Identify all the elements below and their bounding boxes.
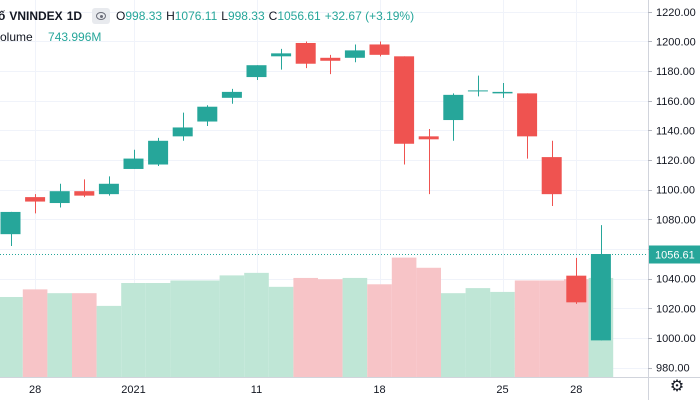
candle-body [394, 56, 415, 144]
close-label: C [268, 9, 278, 23]
y-tick-label: 1160.00 [656, 96, 695, 108]
volume-value: 743.996M [48, 30, 102, 44]
x-tick-label: 28 [570, 384, 582, 396]
candle-body [418, 136, 439, 140]
y-tick-label: 1100.00 [656, 185, 695, 197]
change-value: +32.67 (+3.19%) [324, 9, 415, 23]
y-tick-label: 1200.00 [656, 36, 696, 48]
y-tick-label: 1080.00 [656, 214, 696, 226]
volume-bar [121, 283, 146, 377]
candle-body [246, 65, 267, 78]
x-tick-label: 28 [29, 384, 41, 396]
x-tick-label: 2021 [121, 384, 145, 396]
volume-bar [367, 284, 392, 377]
candle-body [123, 158, 144, 169]
close-value: 1056.61 [277, 9, 321, 23]
volume-bar [219, 275, 245, 377]
volume-label: olume [0, 30, 33, 44]
volume-bar [22, 289, 48, 377]
volume-bar [72, 293, 97, 377]
volume-bar [96, 305, 122, 377]
candle-body [369, 44, 390, 55]
x-tick-label: 18 [373, 384, 385, 396]
last-price-label: 1056.61 [655, 250, 695, 262]
y-tick-label: 980.00 [656, 363, 690, 375]
candle-body [517, 93, 538, 137]
candle-body [467, 90, 488, 92]
candle-body [492, 91, 513, 94]
candle-body [49, 191, 70, 204]
candle-body [541, 157, 562, 195]
low-value: 998.33 [227, 9, 265, 23]
symbol-name[interactable]: VNINDEX [9, 9, 63, 23]
candle-body [271, 53, 292, 57]
volume-bar [293, 277, 318, 377]
y-tick-label: 1220.00 [656, 7, 696, 19]
volume-bar [391, 257, 417, 377]
open-value: 998.33 [125, 9, 163, 23]
symbol-prefix: ố [0, 9, 6, 23]
volume-bar [490, 291, 515, 377]
y-tick-label: 1120.00 [656, 155, 695, 167]
volume-bar [539, 280, 564, 377]
y-tick-label: 1180.00 [656, 66, 695, 78]
high-value: 1076.11 [174, 9, 218, 23]
chart-legend: ố VNINDEX 1D O 998.33 H 1076.11 L 998.33… [0, 6, 418, 26]
x-tick-label: 25 [496, 384, 508, 396]
volume-bar [145, 283, 171, 377]
candle-body [344, 50, 365, 58]
volume-legend: olume 743.996M [0, 30, 101, 44]
volume-bar [416, 267, 441, 377]
x-tick-label: 11 [251, 384, 262, 396]
y-tick-label: 1000.00 [656, 333, 696, 345]
volume-bar [170, 280, 195, 377]
volume-bar [195, 280, 220, 377]
candle-body [295, 42, 316, 64]
volume-bar [47, 293, 72, 377]
open-label: O [116, 9, 126, 23]
volume-bar [441, 293, 466, 377]
candle-body [590, 254, 611, 341]
candle-body [148, 140, 169, 165]
volume-bar [514, 280, 540, 377]
settings-gear-icon[interactable]: ⚙ [669, 378, 685, 395]
candle-body [0, 211, 21, 235]
volume-bars [0, 257, 614, 377]
candle-body [443, 94, 464, 121]
candle-body [197, 106, 218, 122]
volume-bar [0, 296, 23, 377]
candle-body [98, 183, 119, 195]
high-label: H [166, 9, 175, 23]
volume-bar [268, 286, 294, 377]
volume-bar [318, 279, 343, 377]
candle-body [172, 127, 193, 137]
candle-body [221, 91, 242, 98]
candle-body [566, 275, 587, 303]
candle-body [320, 57, 341, 61]
y-tick-label: 1040.00 [656, 274, 696, 286]
volume-bar [244, 272, 269, 377]
volume-bar [342, 277, 368, 377]
eye-icon[interactable] [92, 8, 111, 24]
candle-body [74, 191, 95, 196]
y-tick-label: 1140.00 [656, 125, 695, 137]
low-label: L [221, 9, 228, 23]
last-price-tag [649, 245, 700, 264]
price-candles [0, 41, 611, 341]
volume-bar [465, 288, 491, 377]
candle-body [25, 197, 46, 202]
interval-label[interactable]: 1D [66, 9, 83, 23]
y-tick-label: 1020.00 [656, 303, 696, 315]
